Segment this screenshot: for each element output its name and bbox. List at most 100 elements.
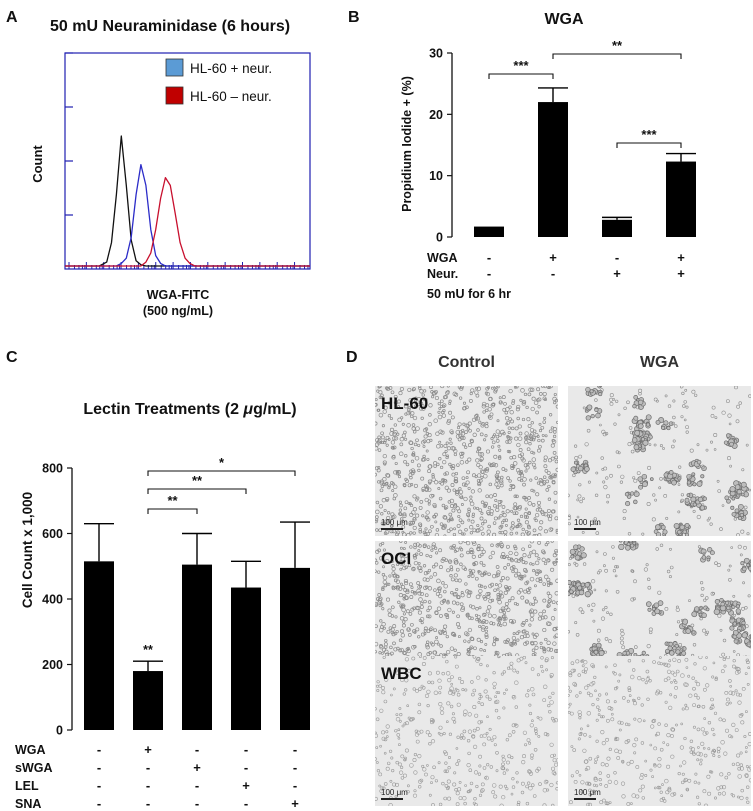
cell: [584, 461, 588, 465]
cell: [404, 565, 408, 570]
cell: [480, 511, 484, 515]
cell: [514, 558, 519, 563]
cell: [446, 488, 451, 493]
cell: [531, 462, 536, 467]
cell: [454, 560, 459, 565]
cell: [385, 386, 389, 390]
cell: [599, 782, 603, 786]
cell: [680, 780, 685, 785]
cell: [427, 464, 433, 469]
cell: [510, 426, 515, 431]
cell: [692, 643, 697, 647]
cell: [600, 729, 605, 735]
cell: [533, 400, 539, 406]
cell: [532, 436, 536, 440]
cell: [449, 504, 454, 508]
cell: [455, 762, 459, 766]
cell: [607, 705, 612, 710]
cell: [692, 494, 696, 498]
cell: [481, 549, 486, 554]
cell: [677, 771, 681, 776]
cell: [391, 566, 396, 571]
cell: [425, 585, 429, 589]
cell: [375, 796, 378, 801]
cell: [494, 498, 498, 502]
cell: [375, 624, 378, 629]
cell: [495, 507, 500, 512]
cell: [455, 802, 460, 806]
cell: [439, 465, 444, 470]
cell: [582, 748, 587, 753]
cell: [389, 416, 393, 421]
cell: [413, 560, 419, 566]
cell: [382, 477, 387, 482]
cell: [615, 565, 620, 569]
cell: [496, 593, 500, 597]
cell: [464, 430, 468, 434]
cell: [426, 457, 430, 461]
cell: [552, 641, 557, 646]
cell: [417, 687, 422, 692]
cell: [409, 469, 413, 473]
cell: [617, 464, 621, 469]
cell: [481, 619, 487, 624]
cell: [620, 640, 625, 645]
cell: [679, 646, 685, 651]
cell: [382, 409, 387, 414]
cell: [538, 611, 543, 617]
cell: [672, 415, 676, 420]
c-treatment-cell: -: [97, 796, 101, 811]
cell: [714, 677, 718, 681]
cell: [613, 672, 617, 676]
cell: [685, 430, 689, 434]
cell: [512, 668, 517, 673]
cell: [403, 588, 407, 592]
cell: [384, 677, 389, 682]
cell: [588, 756, 593, 761]
cell-cluster: [735, 608, 741, 614]
cell: [671, 727, 676, 732]
cell: [575, 694, 579, 698]
cell: [400, 603, 406, 608]
cell: [476, 450, 480, 454]
cell: [502, 513, 507, 518]
cell: [514, 511, 519, 515]
cell: [551, 438, 555, 443]
cell: [392, 436, 397, 441]
cell-cluster: [724, 600, 730, 606]
cell: [595, 550, 599, 554]
cell: [425, 730, 430, 735]
cell: [546, 514, 551, 518]
cell: [384, 558, 390, 564]
cell: [451, 508, 456, 513]
cell: [484, 434, 488, 438]
cell: [502, 518, 506, 523]
cell: [587, 802, 592, 806]
cell: [485, 494, 490, 499]
cell: [507, 426, 511, 430]
cell: [578, 716, 582, 720]
cell: [411, 423, 416, 427]
cell: [681, 707, 685, 711]
cell: [405, 588, 410, 593]
cell: [437, 761, 441, 765]
cell: [464, 688, 468, 692]
cell: [731, 762, 735, 766]
cell: [443, 394, 449, 400]
cell: [543, 416, 547, 420]
cell: [406, 423, 411, 428]
cell: [620, 628, 624, 633]
cell: [705, 683, 710, 688]
cell: [471, 541, 476, 544]
cell: [508, 450, 512, 454]
cell: [498, 400, 503, 405]
cell: [500, 545, 504, 549]
cell: [652, 493, 656, 497]
cell: [518, 431, 523, 436]
cell: [458, 494, 463, 499]
cell: [416, 581, 421, 586]
cell: [657, 763, 662, 768]
cell: [539, 641, 543, 645]
cell: [439, 522, 444, 526]
cell: [712, 754, 716, 758]
